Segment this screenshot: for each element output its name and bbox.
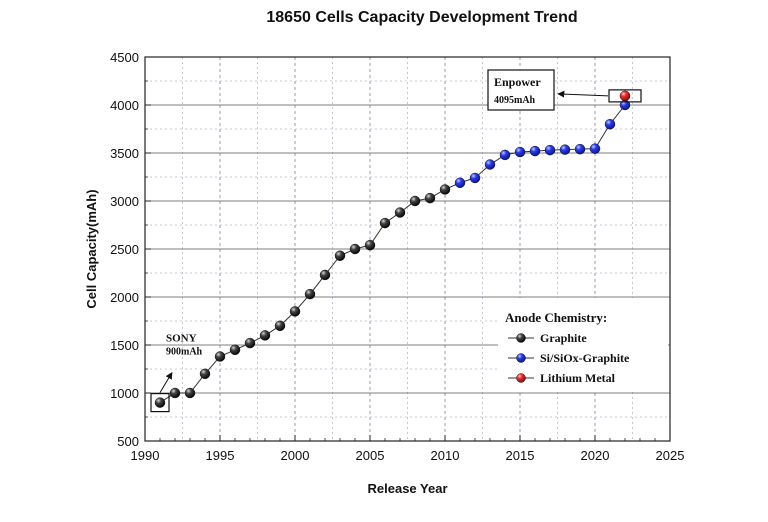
- legend-marker-lithium-metal: [516, 373, 526, 383]
- point-graphite-2010: [439, 184, 451, 195]
- enpower-arrow: [557, 90, 609, 98]
- y-tick-label: 2000: [110, 290, 139, 305]
- annotation-enpower: Enpower 4095mAh: [487, 69, 642, 111]
- point-graphite-2006: [379, 217, 391, 229]
- point-graphite-2008: [409, 195, 421, 207]
- point-graphite-1992: [169, 387, 181, 399]
- point-si-siox-graphite-2013: [484, 159, 496, 170]
- x-tick-label: 1990: [131, 448, 160, 463]
- legend: Anode Chemistry: Graphite Si/SiOx-Graphit…: [498, 298, 668, 390]
- point-graphite-2005: [364, 239, 376, 251]
- point-si-siox-graphite-2012: [469, 172, 481, 184]
- chart-title: 18650 Cells Capacity Development Trend: [266, 9, 577, 26]
- x-tick-label: 2020: [581, 448, 610, 463]
- sony-label: SONY: [166, 333, 197, 345]
- enpower-capacity-label: 4095mAh: [494, 95, 536, 106]
- point-si-siox-graphite-2011: [454, 177, 466, 188]
- point-graphite-1996: [229, 344, 241, 355]
- point-lithium-metal-2022: [619, 90, 631, 102]
- sony-capacity-label: 900mAh: [166, 347, 203, 358]
- point-si-siox-graphite-2016: [529, 145, 541, 157]
- point-graphite-1994: [199, 368, 211, 379]
- point-si-siox-graphite-2014: [499, 149, 511, 161]
- y-tick-label: 3500: [110, 146, 139, 161]
- point-graphite-2007: [394, 207, 406, 218]
- y-tick-label: 4500: [110, 50, 139, 65]
- tick-labels: 1990 1995 2000 2005 2010 2015 2020 2025 500 1000 1…: [110, 50, 684, 463]
- x-axis-label: Release Year: [368, 481, 448, 496]
- y-tick-label: 1500: [110, 338, 139, 353]
- point-graphite-2002: [319, 269, 331, 281]
- point-graphite-2009: [424, 192, 436, 204]
- annotation-sony: SONY 900mAh: [150, 333, 203, 413]
- point-graphite-2003: [334, 250, 346, 261]
- point-si-siox-graphite-2019: [574, 143, 586, 155]
- point-graphite-1993: [184, 387, 196, 399]
- legend-marker-graphite: [516, 333, 526, 343]
- point-si-siox-graphite-2018: [559, 144, 571, 155]
- point-graphite-2000: [289, 306, 301, 317]
- point-graphite-1997: [244, 337, 256, 349]
- point-graphite-2001: [304, 288, 316, 300]
- x-tick-label: 2010: [431, 448, 460, 463]
- point-si-siox-graphite-2021: [604, 118, 616, 130]
- point-si-siox-graphite-2020: [589, 143, 601, 154]
- x-tick-label: 1995: [206, 448, 235, 463]
- y-tick-label: 500: [117, 434, 139, 449]
- point-graphite-1991: [154, 397, 166, 408]
- legend-label-si-siox-graphite: Si/SiOx-Graphite: [540, 351, 630, 365]
- x-tick-label: 2005: [356, 448, 385, 463]
- point-graphite-1995: [214, 351, 226, 362]
- x-tick-label: 2025: [656, 448, 685, 463]
- enpower-label-box: [487, 69, 555, 111]
- sony-arrow: [159, 371, 173, 393]
- data-points: [154, 90, 631, 408]
- y-tick-label: 2500: [110, 242, 139, 257]
- x-tick-label: 2015: [506, 448, 535, 463]
- enpower-highlight-box: [608, 89, 642, 103]
- axis-ticks: [144, 56, 671, 442]
- y-tick-label: 4000: [110, 98, 139, 113]
- legend-label-graphite: Graphite: [540, 331, 587, 345]
- x-tick-label: 2000: [281, 448, 310, 463]
- legend-background: [498, 298, 668, 390]
- y-axis-label: Cell Capacity(mAh): [84, 189, 99, 308]
- point-si-siox-graphite-2015: [514, 146, 526, 158]
- legend-label-lithium-metal: Lithium Metal: [540, 371, 616, 385]
- point-graphite-1999: [274, 320, 286, 331]
- y-tick-label: 3000: [110, 194, 139, 209]
- sony-highlight-box: [150, 393, 170, 413]
- enpower-label: Enpower: [494, 75, 541, 89]
- point-si-siox-graphite-2017: [544, 144, 556, 156]
- legend-title: Anode Chemistry:: [505, 310, 607, 325]
- legend-marker-si-siox-graphite: [516, 353, 526, 363]
- point-graphite-1998: [259, 330, 271, 341]
- point-graphite-2004: [349, 243, 361, 255]
- y-tick-label: 1000: [110, 386, 139, 401]
